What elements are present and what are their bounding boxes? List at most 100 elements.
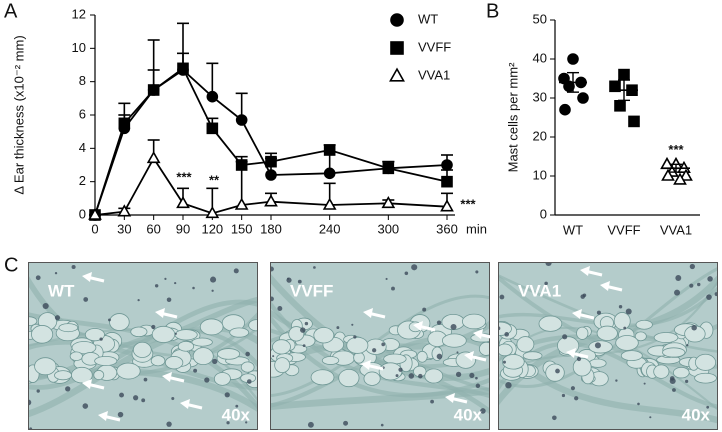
tissue-band bbox=[270, 294, 490, 397]
cell bbox=[416, 350, 428, 363]
marker bbox=[661, 168, 675, 181]
stained-cell bbox=[166, 421, 172, 427]
cell bbox=[461, 313, 487, 330]
arrow-head bbox=[445, 393, 455, 403]
x-tick-label: VVA1 bbox=[660, 222, 692, 237]
marker bbox=[176, 195, 190, 209]
arrow bbox=[464, 351, 487, 362]
cell bbox=[93, 369, 105, 381]
legend-label: VVA1 bbox=[418, 67, 450, 82]
stained-cell bbox=[689, 283, 694, 288]
y-axis-label: Mast cells per mm² bbox=[505, 62, 520, 172]
stained-cell bbox=[475, 376, 478, 380]
cell bbox=[132, 341, 152, 358]
stained-cell bbox=[117, 411, 124, 418]
arrow bbox=[82, 379, 105, 390]
micrograph bbox=[498, 262, 718, 430]
marker bbox=[563, 80, 575, 93]
cell bbox=[615, 335, 639, 351]
y-tick-label: 4 bbox=[79, 140, 86, 155]
cell bbox=[522, 351, 543, 361]
stained-cell bbox=[404, 271, 409, 276]
y-tick-label: 12 bbox=[72, 6, 86, 21]
stained-cell bbox=[707, 276, 713, 282]
stained-cell bbox=[456, 351, 459, 354]
cell bbox=[229, 327, 250, 338]
magnification-label: 40x bbox=[682, 405, 711, 424]
arrow bbox=[180, 399, 203, 410]
cell bbox=[694, 353, 717, 371]
x-axis-label: min bbox=[466, 221, 487, 236]
micrograph-frame bbox=[28, 262, 258, 430]
stained-cell bbox=[686, 344, 689, 347]
stained-cell bbox=[83, 297, 89, 302]
cell bbox=[248, 319, 258, 332]
cell bbox=[191, 337, 213, 347]
x-tick-label: 180 bbox=[260, 221, 282, 236]
stained-cell bbox=[706, 405, 710, 409]
micrograph bbox=[270, 262, 490, 430]
arrow bbox=[473, 329, 496, 340]
stained-cell bbox=[381, 342, 386, 347]
image-label: VVA1 bbox=[518, 281, 561, 300]
panel-label: A bbox=[4, 0, 18, 22]
arrow-head bbox=[580, 266, 590, 276]
arrow-head bbox=[82, 272, 92, 282]
marker bbox=[618, 68, 630, 81]
legend-marker bbox=[390, 41, 404, 55]
cell bbox=[596, 325, 618, 341]
arrow-head bbox=[473, 329, 483, 339]
stained-cell bbox=[211, 289, 214, 292]
stained-cell bbox=[141, 398, 146, 403]
micrograph-frame bbox=[498, 262, 718, 430]
stained-cell bbox=[499, 294, 505, 300]
stained-cell bbox=[54, 271, 58, 275]
annotation: *** bbox=[460, 196, 476, 211]
x-tick-label: 0 bbox=[91, 221, 98, 236]
stained-cell bbox=[689, 263, 696, 270]
cell bbox=[441, 333, 467, 348]
stained-cell bbox=[54, 315, 61, 321]
arrow bbox=[363, 308, 386, 319]
arrow bbox=[98, 411, 121, 422]
arrow bbox=[82, 272, 105, 283]
stained-cell bbox=[504, 332, 509, 337]
stained-cell bbox=[594, 342, 601, 349]
marker bbox=[206, 122, 219, 135]
marker bbox=[234, 197, 249, 210]
stained-cell bbox=[336, 326, 340, 330]
cell bbox=[516, 336, 535, 353]
image-label: VVFF bbox=[290, 281, 333, 300]
arrow-head bbox=[155, 308, 165, 318]
cell bbox=[54, 370, 73, 381]
stained-cell bbox=[270, 266, 274, 272]
stained-cell bbox=[576, 356, 582, 362]
stained-cell bbox=[552, 415, 557, 421]
stained-cell bbox=[561, 393, 566, 398]
cell bbox=[321, 356, 340, 365]
cell bbox=[635, 319, 653, 330]
stained-cell bbox=[272, 355, 275, 358]
arrow-head bbox=[464, 351, 474, 361]
cell bbox=[84, 328, 105, 342]
stained-cell bbox=[562, 334, 568, 340]
marker bbox=[381, 195, 396, 209]
stained-cell bbox=[669, 377, 676, 385]
stained-cell bbox=[418, 373, 423, 379]
stained-cell bbox=[119, 392, 124, 398]
stained-cell bbox=[277, 306, 283, 311]
stained-cell bbox=[351, 323, 354, 326]
stained-cell bbox=[133, 395, 139, 401]
cell bbox=[338, 368, 360, 388]
marker bbox=[322, 197, 337, 210]
arrow bbox=[445, 393, 468, 404]
cell bbox=[365, 338, 387, 355]
stained-cell bbox=[691, 324, 697, 331]
tissue-band bbox=[270, 335, 490, 408]
stained-cell bbox=[233, 268, 239, 274]
arrow bbox=[572, 309, 595, 320]
stained-cell bbox=[643, 382, 646, 385]
cell bbox=[31, 325, 54, 344]
stained-cell bbox=[304, 321, 309, 326]
magnification-label: 40x bbox=[454, 405, 483, 424]
